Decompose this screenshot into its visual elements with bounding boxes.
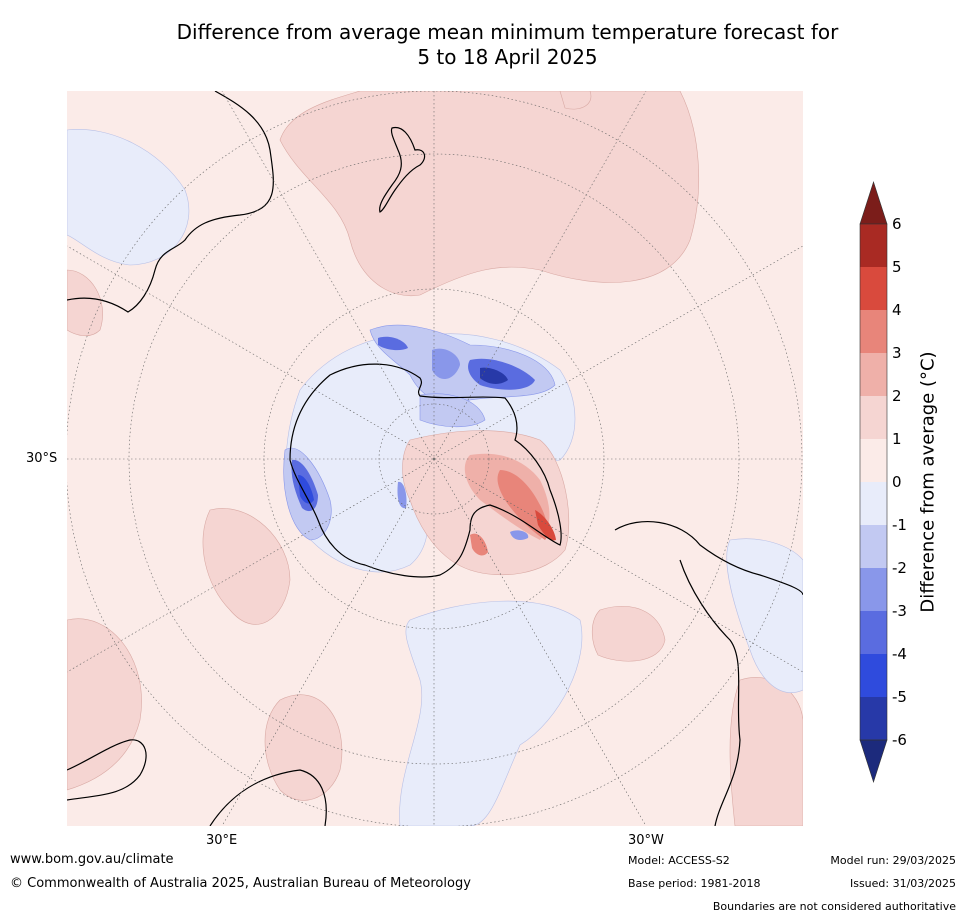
meridian-30e — [221, 458, 435, 826]
coastline-africa — [67, 739, 147, 801]
coastline-australia — [67, 91, 274, 313]
anomaly-region-cool-pole — [397, 481, 407, 509]
map-title: Difference from average mean minimum tem… — [0, 20, 965, 70]
coastline-south-america — [614, 520, 803, 596]
graticule — [67, 91, 803, 826]
colorbar-bin — [860, 353, 887, 396]
colorbar-tick-label: 0 — [892, 473, 902, 491]
anomaly-region-cool-ross-3 — [432, 348, 460, 380]
footer-url[interactable]: www.bom.gov.au/climate — [10, 852, 174, 867]
colorbar-frame — [859, 223, 888, 741]
meridian-150w — [433, 91, 647, 460]
anomaly-region-warm-antarctica-4 — [535, 510, 556, 541]
colorbar-bin — [860, 654, 887, 697]
meridian-60e — [67, 458, 435, 673]
colorbar-tick-label: 3 — [892, 344, 902, 362]
meridian-120e — [67, 245, 435, 460]
colorbar-bin — [860, 525, 887, 568]
anomaly-region-warm-east-pacific — [559, 91, 592, 110]
colorbar-tick-label: 1 — [892, 430, 902, 448]
colorbar-bin — [860, 482, 887, 525]
anomaly-region-cool-atlantic — [399, 600, 583, 826]
colorbar-extend-min — [859, 739, 888, 783]
footer-base-period: Base period: 1981-2018 — [628, 877, 761, 890]
colorbar-extend-max — [859, 181, 888, 225]
colorbar-tick-label: 5 — [892, 258, 902, 276]
colorbar-bin — [860, 611, 887, 654]
colorbar-bin — [860, 224, 887, 267]
colorbar-tick-label: -4 — [892, 645, 907, 663]
anomaly-region-warm-atlantic — [591, 606, 666, 662]
longitude-label-30e: 30°E — [206, 833, 238, 848]
colorbar — [859, 181, 888, 783]
footer-issued: Issued: 31/03/2025 — [849, 877, 956, 890]
anomaly-region-cool-small — [510, 530, 529, 540]
colorbar-tick-label: -6 — [892, 731, 907, 749]
anomaly-region-cool-weddell-5 — [298, 474, 314, 504]
footer-model-run: Model run: 29/03/2025 — [830, 854, 956, 867]
latitude-circle-30s — [67, 91, 803, 826]
colorbar-tick-label: -3 — [892, 602, 907, 620]
colorbar-bin — [860, 568, 887, 611]
colorbar-bin — [860, 439, 887, 482]
longitude-label-30w: 30°W — [628, 833, 664, 848]
coastline-antarctica — [289, 363, 562, 578]
anomaly-region-cool-center — [419, 393, 486, 428]
colorbar-bin — [860, 396, 887, 439]
anomaly-region-cool-tasman — [67, 129, 190, 266]
anomaly-field — [67, 91, 803, 826]
colorbar-tick-label: -5 — [892, 688, 907, 706]
title-line-2: 5 to 18 April 2025 — [417, 45, 598, 69]
meridian-120w — [433, 245, 803, 460]
colorbar-tick-label: -2 — [892, 559, 907, 577]
coastline-south-america-2 — [679, 559, 741, 826]
coastlines — [67, 91, 803, 826]
coastline-madagascar — [209, 769, 327, 826]
anomaly-region-cool-ross-west — [378, 336, 408, 351]
anomaly-region-warm-antarctica-3 — [497, 470, 548, 540]
colorbar-tick-label: 6 — [892, 215, 902, 233]
anomaly-region-warm-south-atlantic — [729, 677, 803, 826]
coastline-new-zealand — [379, 126, 426, 213]
footer-copyright: © Commonwealth of Australia 2025, Austra… — [10, 876, 471, 891]
colorbar-tick-label: 4 — [892, 301, 902, 319]
meridian-150e — [221, 91, 435, 460]
colorbar-bin — [860, 697, 887, 740]
meridian-60w — [433, 458, 803, 673]
colorbar-label: Difference from average (°C) — [917, 351, 939, 613]
colorbar-bin — [860, 267, 887, 310]
anomaly-region-warm-africa — [67, 618, 142, 791]
footer-model: Model: ACCESS-S2 — [628, 854, 730, 867]
footer-disclaimer: Boundaries are not considered authoritat… — [712, 900, 956, 913]
colorbar-bin — [860, 310, 887, 353]
anomaly-region-warm-west — [67, 269, 103, 337]
anomaly-region-warm-indian — [202, 508, 291, 625]
latitude-label-30s: 30°S — [26, 451, 58, 466]
meridian-30w — [433, 458, 647, 826]
title-line-1: Difference from average mean minimum tem… — [176, 20, 839, 44]
anomaly-region-warm-south — [264, 694, 343, 801]
anomaly-region-cool-south-america — [726, 538, 803, 693]
anomaly-region-warm-peninsula — [470, 533, 488, 556]
colorbar-tick-label: -1 — [892, 516, 907, 534]
anomaly-region-cool-ross-5 — [480, 367, 508, 384]
colorbar-tick-label: 2 — [892, 387, 902, 405]
anomaly-region-warm-pacific — [279, 91, 700, 297]
